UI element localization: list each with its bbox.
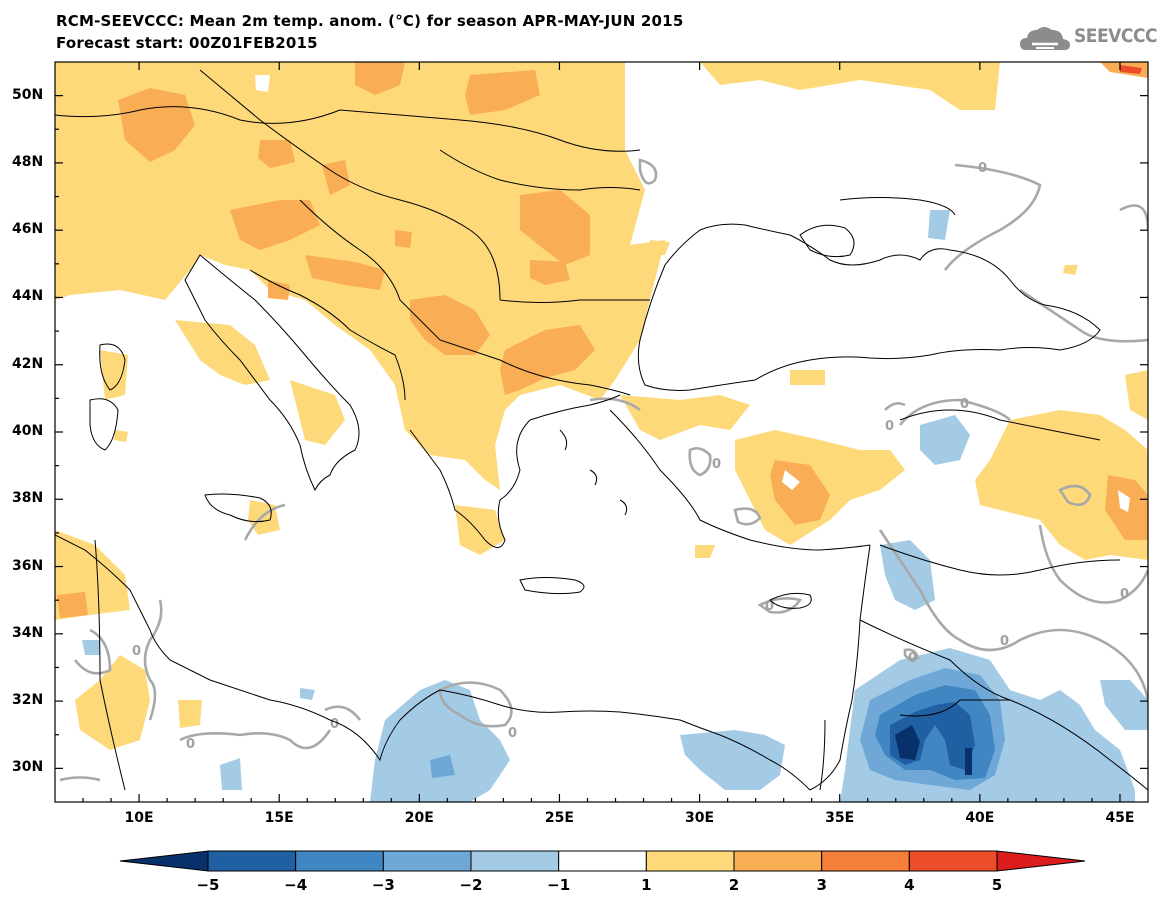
colorbar-label: −1 [547,876,571,894]
lat-tick-label: 38N [12,490,44,507]
lat-tick-label: 48N [12,153,44,170]
lon-tick-label: 40E [965,810,995,826]
colorbar-swatch [207,850,297,872]
colorbar-swatch [645,850,735,872]
map-title: RCM-SEEVCCC: Mean 2m temp. anom. (°C) fo… [56,12,684,30]
lat-tick-label: 46N [12,221,44,238]
contour-label: 0 [330,717,339,732]
contour-label: 0 [186,737,195,752]
contour-label: 0 [1120,587,1129,602]
lon-tick-label: 35E [825,810,855,826]
lon-tick-label: 15E [264,810,294,826]
forecast-start: Forecast start: 00Z01FEB2015 [56,34,318,52]
anomaly-field [55,62,1148,802]
colorbar-label: −3 [371,876,395,894]
colorbar-swatch [382,850,472,872]
lon-tick-label: 10E [124,810,154,826]
logo-text: SEEVCCC [1074,25,1158,47]
colorbar-swatch [558,850,647,872]
contour-label: 0 [132,644,141,659]
colorbar-label: −2 [459,876,483,894]
lat-tick-label: 36N [12,557,44,574]
axis-ticks [55,62,1148,802]
colorbar-label: 4 [904,876,915,894]
colorbar-swatch [295,850,384,872]
lat-tick-label: 44N [12,288,44,305]
coastlines [55,69,1148,791]
lon-tick-label: 25E [544,810,574,826]
contour-label: 0 [712,457,721,472]
contour-labels: 0 0 0 0 0 0 0 0 0 0 0 0 [132,161,1129,752]
lat-tick-label: 32N [12,692,44,709]
colorbar-label: −4 [284,876,308,894]
colorbar-label: 5 [991,876,1003,894]
cloud-icon [1020,27,1070,50]
lon-tick-label: 20E [404,810,434,826]
colorbar-swatch [821,850,910,872]
colorbar-swatch [119,850,209,872]
lat-tick-label: 30N [12,759,44,776]
colorbar-label: −5 [196,876,220,894]
lat-tick-label: 40N [12,423,44,439]
lat-tick-label: 50N [12,86,44,103]
colorbar-swatch [733,850,823,872]
zero-contours [59,158,1148,782]
colorbar-label: 2 [728,876,740,894]
colorbar-swatch [908,850,998,872]
colorbar-label: 1 [641,876,652,894]
lon-tick-label: 30E [685,810,715,826]
contour-label: 0 [765,599,774,614]
contour-label: 0 [908,651,917,666]
contour-label: 0 [885,419,894,434]
lat-tick-label: 34N [12,624,44,641]
colorbar [119,850,1086,872]
lon-tick-label: 45E [1105,810,1135,826]
colorbar-swatch [470,850,560,872]
contour-label: 0 [978,161,987,176]
contour-label: 0 [1000,634,1009,649]
colorbar-label: 3 [816,876,827,894]
logo [1020,27,1070,50]
lat-tick-label: 42N [12,355,44,372]
contour-label: 0 [960,397,969,412]
contour-label: 0 [508,726,517,741]
colorbar-swatch [996,850,1086,872]
